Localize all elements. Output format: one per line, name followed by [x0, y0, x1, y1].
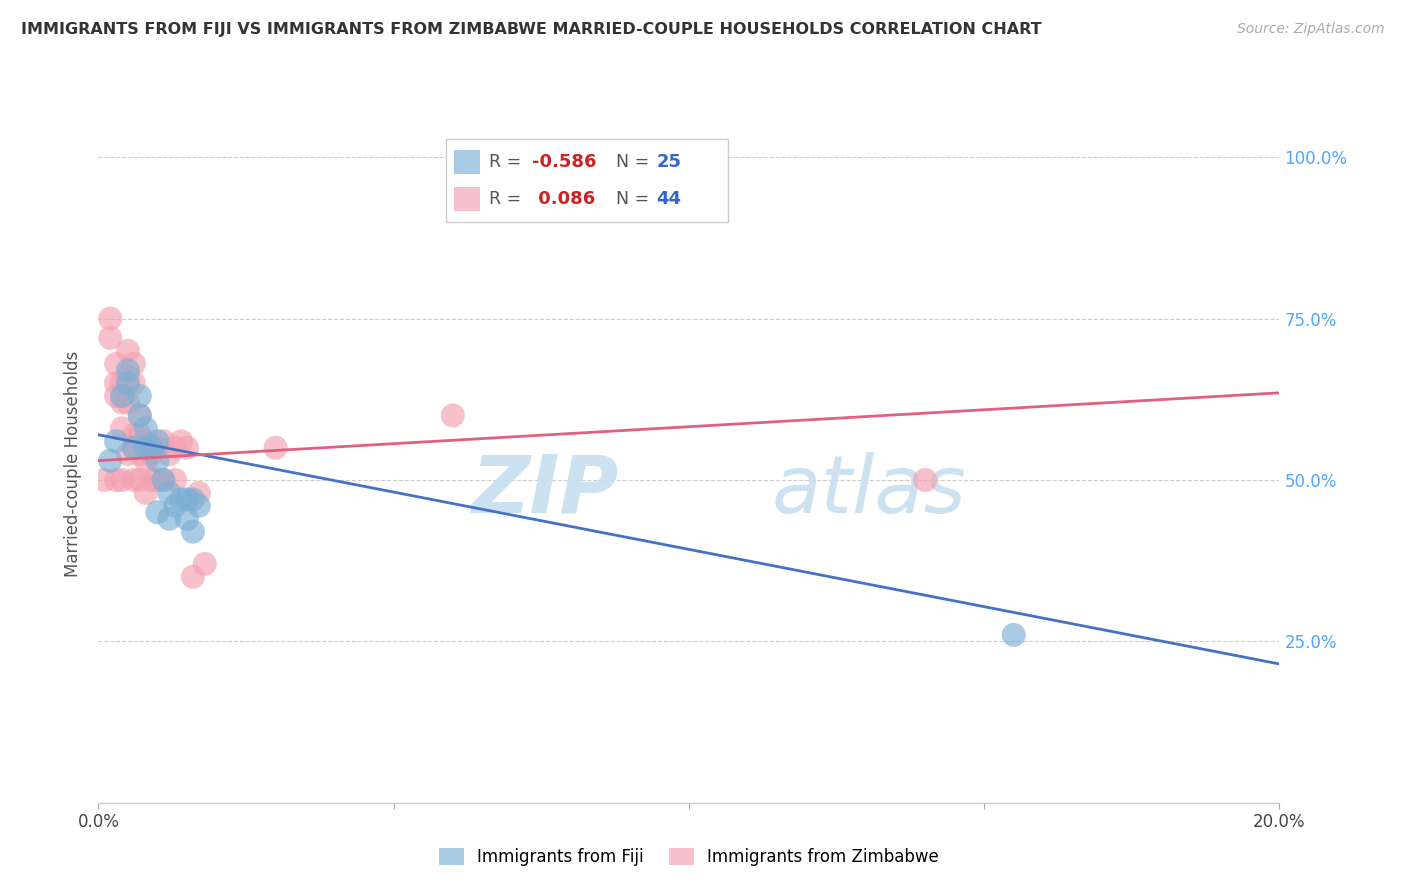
Point	[128, 409, 150, 423]
Point	[157, 512, 180, 526]
Point	[194, 557, 217, 571]
Point	[181, 570, 204, 584]
Point	[111, 473, 134, 487]
Point	[146, 473, 169, 487]
Point	[98, 331, 121, 345]
Point	[181, 524, 204, 539]
Point	[441, 409, 464, 423]
Point	[152, 434, 174, 449]
Point	[157, 486, 180, 500]
Point	[122, 441, 145, 455]
Point	[128, 389, 150, 403]
Point	[141, 473, 163, 487]
Point	[187, 499, 209, 513]
Point	[141, 441, 163, 455]
Point	[157, 447, 180, 461]
Text: ZIP: ZIP	[471, 452, 619, 530]
Point	[128, 447, 150, 461]
Text: IMMIGRANTS FROM FIJI VS IMMIGRANTS FROM ZIMBABWE MARRIED-COUPLE HOUSEHOLDS CORRE: IMMIGRANTS FROM FIJI VS IMMIGRANTS FROM …	[21, 22, 1042, 37]
Point	[117, 343, 139, 358]
Point	[181, 492, 204, 507]
Point	[264, 441, 287, 455]
Point	[122, 441, 145, 455]
Text: Source: ZipAtlas.com: Source: ZipAtlas.com	[1237, 22, 1385, 37]
Point	[122, 427, 145, 442]
Point	[128, 409, 150, 423]
Point	[146, 441, 169, 455]
Point	[111, 376, 134, 391]
Point	[117, 395, 139, 409]
Text: N =: N =	[616, 190, 650, 208]
FancyBboxPatch shape	[446, 139, 728, 222]
Point	[117, 363, 139, 377]
Y-axis label: Married-couple Households: Married-couple Households	[65, 351, 83, 577]
Point	[135, 434, 157, 449]
Point	[98, 453, 121, 467]
Point	[98, 311, 121, 326]
Point	[146, 505, 169, 519]
Point	[141, 447, 163, 461]
Point	[105, 473, 128, 487]
Point	[170, 434, 193, 449]
Point	[105, 389, 128, 403]
Point	[117, 376, 139, 391]
Point	[128, 427, 150, 442]
Point	[128, 473, 150, 487]
Point	[111, 389, 134, 403]
Text: N =: N =	[616, 153, 650, 171]
Point	[105, 357, 128, 371]
Text: R =: R =	[489, 153, 522, 171]
Legend: Immigrants from Fiji, Immigrants from Zimbabwe: Immigrants from Fiji, Immigrants from Zi…	[432, 841, 946, 872]
Point	[117, 369, 139, 384]
Text: R =: R =	[489, 190, 522, 208]
Point	[122, 376, 145, 391]
Point	[105, 376, 128, 391]
Point	[176, 492, 198, 507]
Point	[176, 441, 198, 455]
FancyBboxPatch shape	[454, 187, 481, 211]
FancyBboxPatch shape	[454, 150, 481, 174]
Point	[135, 486, 157, 500]
Point	[165, 499, 187, 513]
Text: 44: 44	[657, 190, 681, 208]
Text: atlas: atlas	[772, 452, 966, 530]
Point	[111, 421, 134, 435]
Point	[135, 421, 157, 435]
Point	[170, 492, 193, 507]
Point	[122, 473, 145, 487]
Point	[914, 473, 936, 487]
Point	[176, 512, 198, 526]
Point	[135, 441, 157, 455]
Point	[93, 473, 115, 487]
Point	[152, 473, 174, 487]
Text: 0.086: 0.086	[533, 190, 596, 208]
Point	[111, 395, 134, 409]
Point	[187, 486, 209, 500]
Point	[152, 473, 174, 487]
Point	[146, 434, 169, 449]
Point	[105, 434, 128, 449]
Point	[165, 441, 187, 455]
Point	[1002, 628, 1025, 642]
Point	[165, 473, 187, 487]
Point	[135, 453, 157, 467]
Point	[146, 453, 169, 467]
Text: 25: 25	[657, 153, 681, 171]
Point	[122, 357, 145, 371]
Point	[117, 447, 139, 461]
Text: -0.586: -0.586	[533, 153, 596, 171]
